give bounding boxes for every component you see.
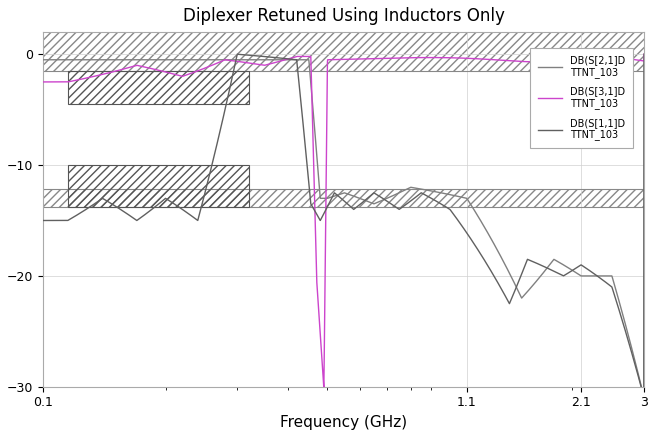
DB(S[3,1]D
TTNT_103 (320, 385, 328, 391)
DB(S[2,1]D
TTNT_103 (628, 348, 636, 353)
DB(S[1,1]D
TTNT_103 (143, 210, 151, 215)
DB(S[1,1]D
TTNT_103 (640, 395, 648, 400)
DB(S[2,1]D
TTNT_103 (295, 57, 303, 62)
DB(S[1,1]D
TTNT_103 (295, 86, 303, 91)
DB(S[1,1]D
TTNT_103 (107, 201, 115, 206)
DB(S[3,1]D
TTNT_103 (270, 60, 278, 66)
DB(S[3,1]D
TTNT_103 (640, 52, 648, 57)
DB(S[3,1]D
TTNT_103 (629, 57, 637, 62)
DB(S[2,1]D
TTNT_103 (640, 395, 648, 400)
DB(S[2,1]D
TTNT_103 (39, 57, 47, 62)
DB(S[1,1]D
TTNT_103 (640, 52, 648, 57)
DB(S[3,1]D
TTNT_103 (107, 69, 115, 75)
Bar (67, 165, 249, 207)
DB(S[1,1]D
TTNT_103 (628, 352, 636, 357)
Line: DB(S[2,1]D
TTNT_103: DB(S[2,1]D TTNT_103 (43, 54, 644, 397)
DB(S[2,1]D
TTNT_103 (640, 52, 648, 57)
DB(S[3,1]D
TTNT_103 (564, 58, 572, 63)
X-axis label: Frequency (GHz): Frequency (GHz) (280, 415, 407, 430)
Bar (43, 190, 644, 207)
DB(S[2,1]D
TTNT_103 (563, 265, 571, 270)
DB(S[3,1]D
TTNT_103 (143, 65, 151, 70)
Bar (67, 71, 249, 104)
Legend: DB(S[2,1]D
TTNT_103, DB(S[3,1]D
TTNT_103, DB(S[1,1]D
TTNT_103: DB(S[2,1]D TTNT_103, DB(S[3,1]D TTNT_103… (531, 48, 633, 148)
DB(S[2,1]D
TTNT_103 (143, 57, 151, 62)
DB(S[2,1]D
TTNT_103 (107, 57, 115, 62)
DB(S[3,1]D
TTNT_103 (39, 80, 47, 85)
DB(S[1,1]D
TTNT_103 (270, 55, 278, 60)
DB(S[2,1]D
TTNT_103 (270, 57, 278, 62)
DB(S[1,1]D
TTNT_103 (563, 271, 571, 276)
DB(S[1,1]D
TTNT_103 (39, 218, 47, 223)
Line: DB(S[1,1]D
TTNT_103: DB(S[1,1]D TTNT_103 (43, 54, 644, 397)
Line: DB(S[3,1]D
TTNT_103: DB(S[3,1]D TTNT_103 (43, 54, 644, 388)
DB(S[3,1]D
TTNT_103 (295, 54, 303, 59)
Bar (43, 32, 644, 71)
Title: Diplexer Retuned Using Inductors Only: Diplexer Retuned Using Inductors Only (183, 7, 504, 25)
